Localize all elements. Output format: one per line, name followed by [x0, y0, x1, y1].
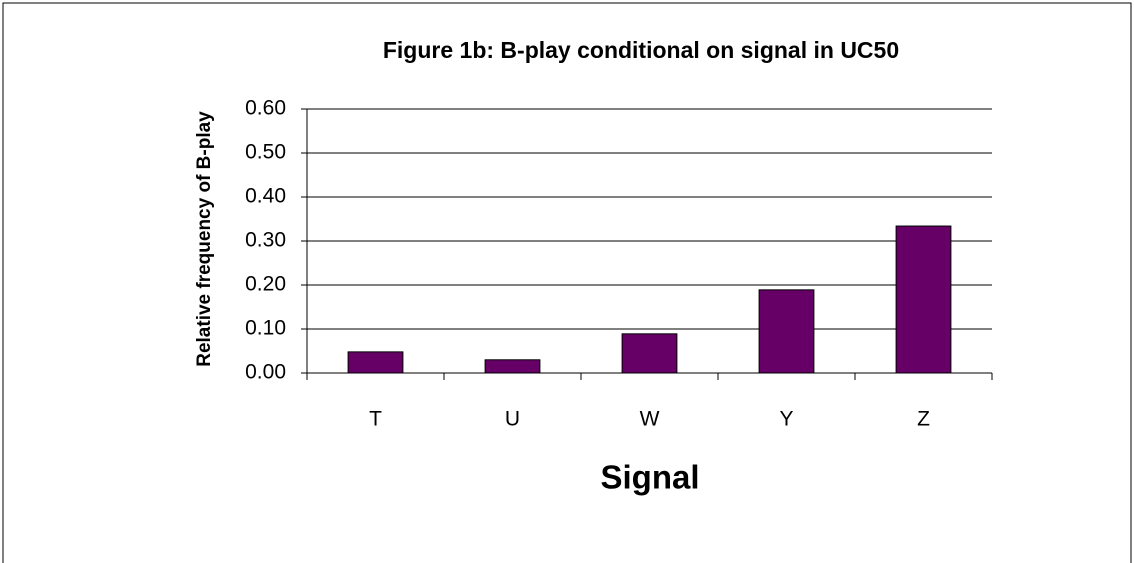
y-tick-label: 0.00 — [245, 361, 286, 384]
bar — [347, 351, 404, 374]
x-axis-title: Signal — [600, 459, 699, 496]
bar — [621, 333, 678, 374]
y-tick-label: 0.30 — [245, 229, 286, 252]
x-tick-label: U — [505, 408, 520, 431]
bar — [758, 289, 815, 374]
x-tick-label: W — [640, 408, 660, 431]
chart-title: Figure 1b: B-play conditional on signal … — [383, 37, 899, 63]
y-tick-label: 0.60 — [245, 97, 286, 120]
y-tick-label: 0.40 — [245, 185, 286, 208]
bar — [895, 225, 952, 374]
y-tick-label: 0.50 — [245, 141, 286, 164]
y-tick-label: 0.20 — [245, 273, 286, 296]
y-tick-label: 0.10 — [245, 317, 286, 340]
y-axis-title: Relative frequency of B-play — [194, 111, 215, 367]
x-tick-label: T — [369, 408, 382, 431]
bar — [484, 359, 541, 374]
x-tick-label: Z — [917, 408, 930, 431]
x-tick-label: Y — [779, 408, 793, 431]
